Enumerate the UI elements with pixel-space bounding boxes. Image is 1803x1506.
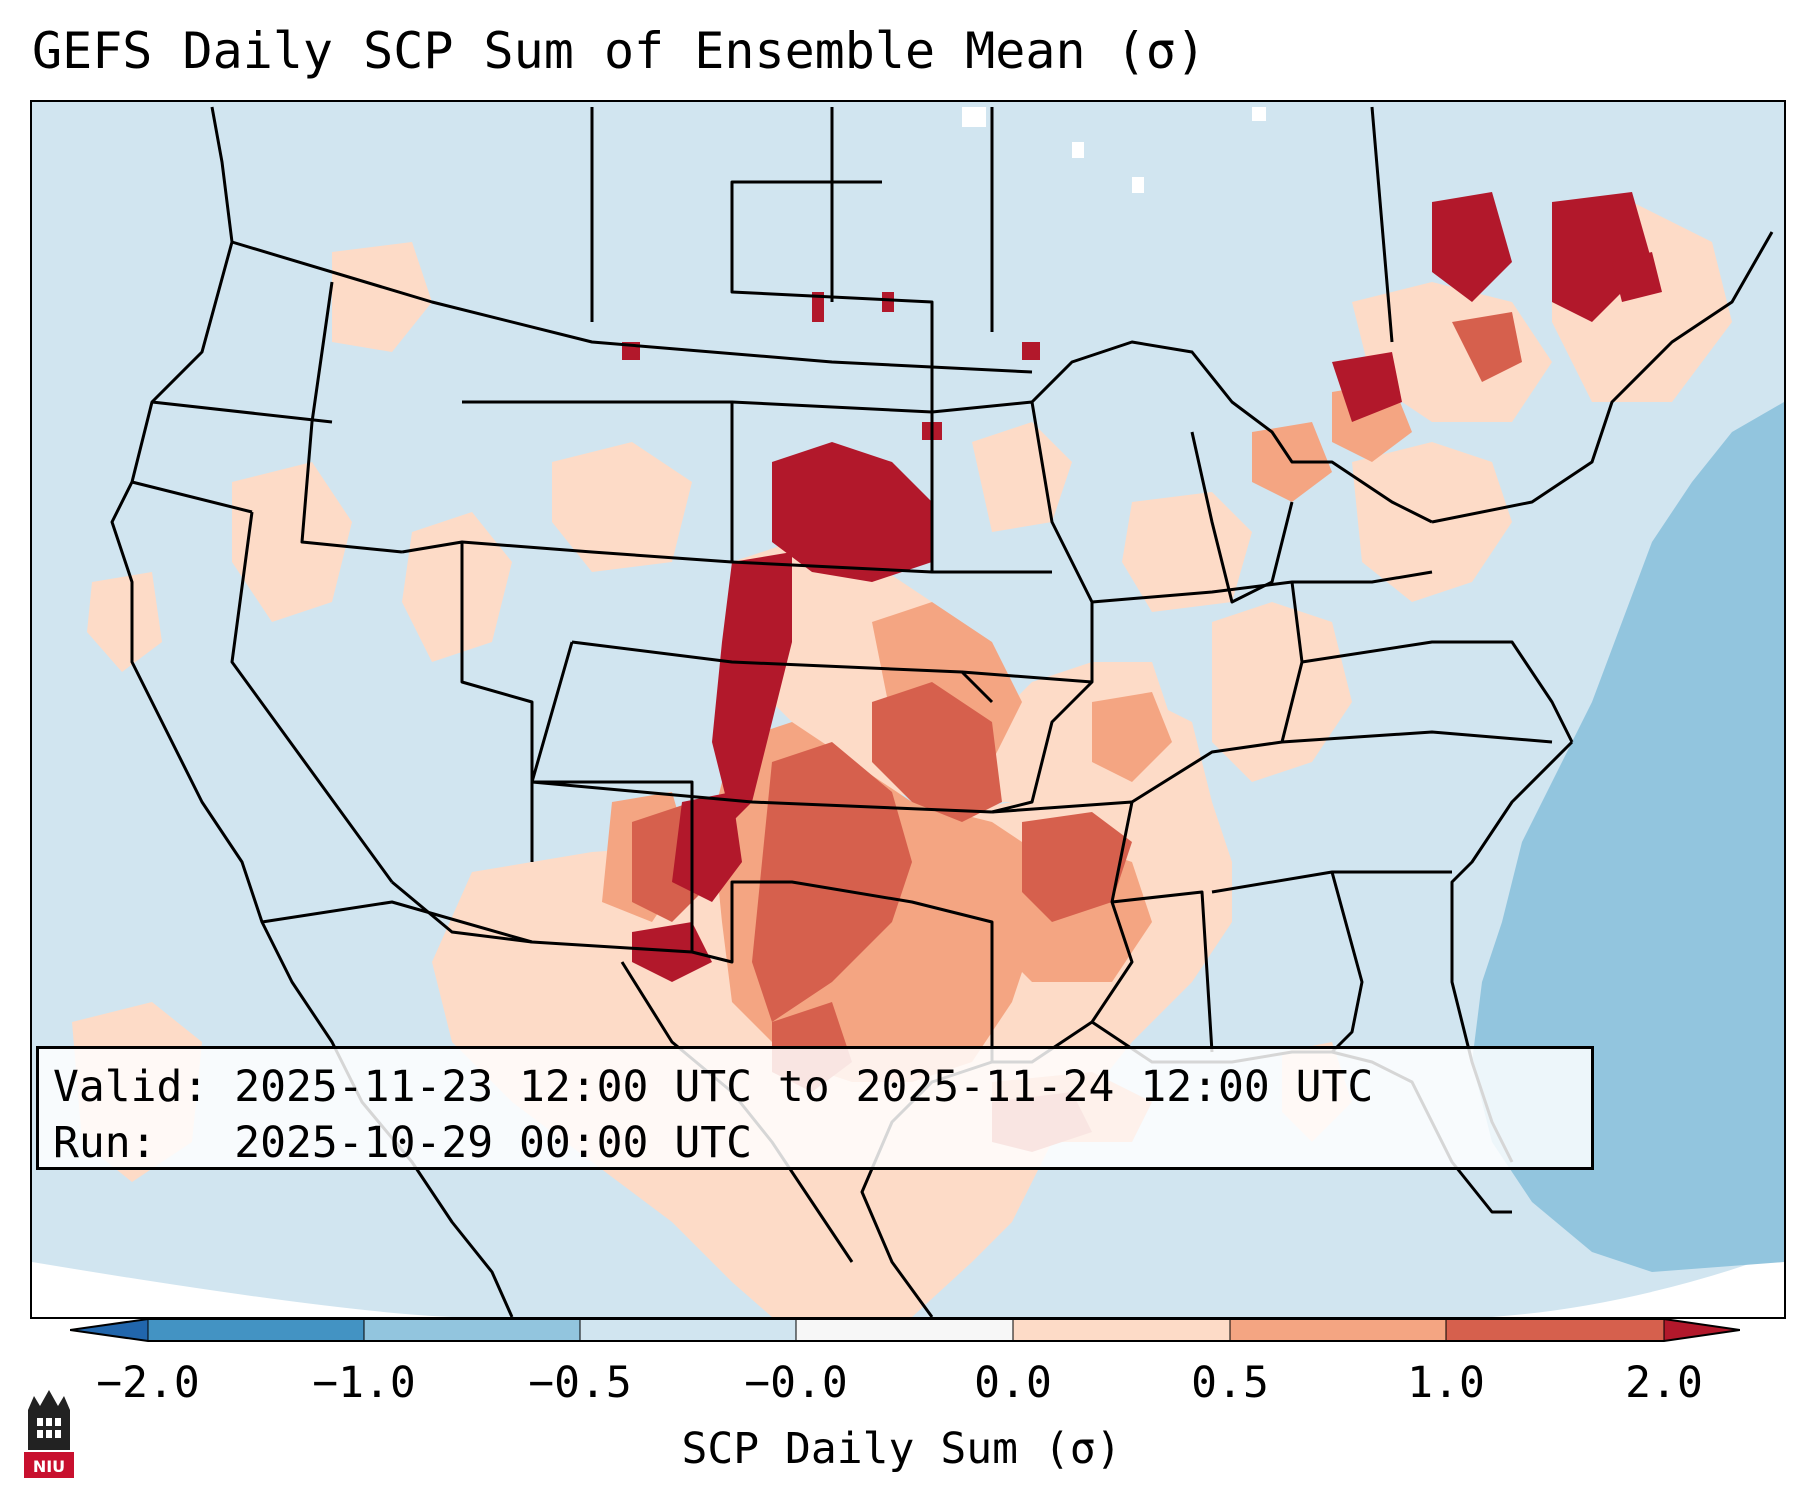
colorbar-segment	[148, 1319, 364, 1341]
colorbar-segment	[1013, 1319, 1230, 1341]
valid-run-info-box: Valid: 2025-11-23 12:00 UTC to 2025-11-2…	[36, 1046, 1594, 1170]
missing-data-specks	[962, 107, 1266, 193]
colorbar-tick-label: 0.0	[974, 1358, 1052, 1408]
colorbar-extend-high	[1664, 1319, 1740, 1341]
logo-banner	[24, 1452, 74, 1478]
colorbar	[70, 1318, 1740, 1342]
colorbar-tick-label: −0.5	[528, 1358, 632, 1408]
colorbar-tick-label: −0.0	[744, 1358, 848, 1408]
colorbar-tick-label: 0.5	[1191, 1358, 1269, 1408]
logo-windows	[37, 1418, 61, 1438]
colorbar-segment	[1446, 1319, 1664, 1341]
colorbar-tick-label: −2.0	[96, 1358, 200, 1408]
logo-text: NIU	[33, 1457, 65, 1476]
colorbar-tick-label: 1.0	[1407, 1358, 1485, 1408]
map-title: GEFS Daily SCP Sum of Ensemble Mean (σ)	[32, 22, 1206, 80]
projection-edge-left	[32, 1262, 452, 1317]
valid-label: Valid:	[53, 1062, 209, 1112]
colorbar-label: SCP Daily Sum (σ)	[681, 1424, 1122, 1474]
valid-range: 2025-11-23 12:00 UTC to 2025-11-24 12:00…	[234, 1062, 1374, 1112]
colorbar-segment	[364, 1319, 580, 1341]
colorbar-tick-label: 2.0	[1625, 1358, 1703, 1408]
colorbar-segment	[796, 1319, 1013, 1341]
colorbar-tick-label: −1.0	[312, 1358, 416, 1408]
colorbar-segment	[580, 1319, 796, 1341]
atlantic-negative-patch	[1522, 992, 1582, 1032]
niu-logo: NIU	[20, 1388, 78, 1488]
run-time: 2025-10-29 00:00 UTC	[234, 1118, 752, 1168]
colorbar-extend-low	[70, 1319, 148, 1341]
run-label: Run:	[53, 1118, 157, 1168]
projection-edge-right	[1492, 1252, 1784, 1317]
colorbar-segment	[1230, 1319, 1446, 1341]
